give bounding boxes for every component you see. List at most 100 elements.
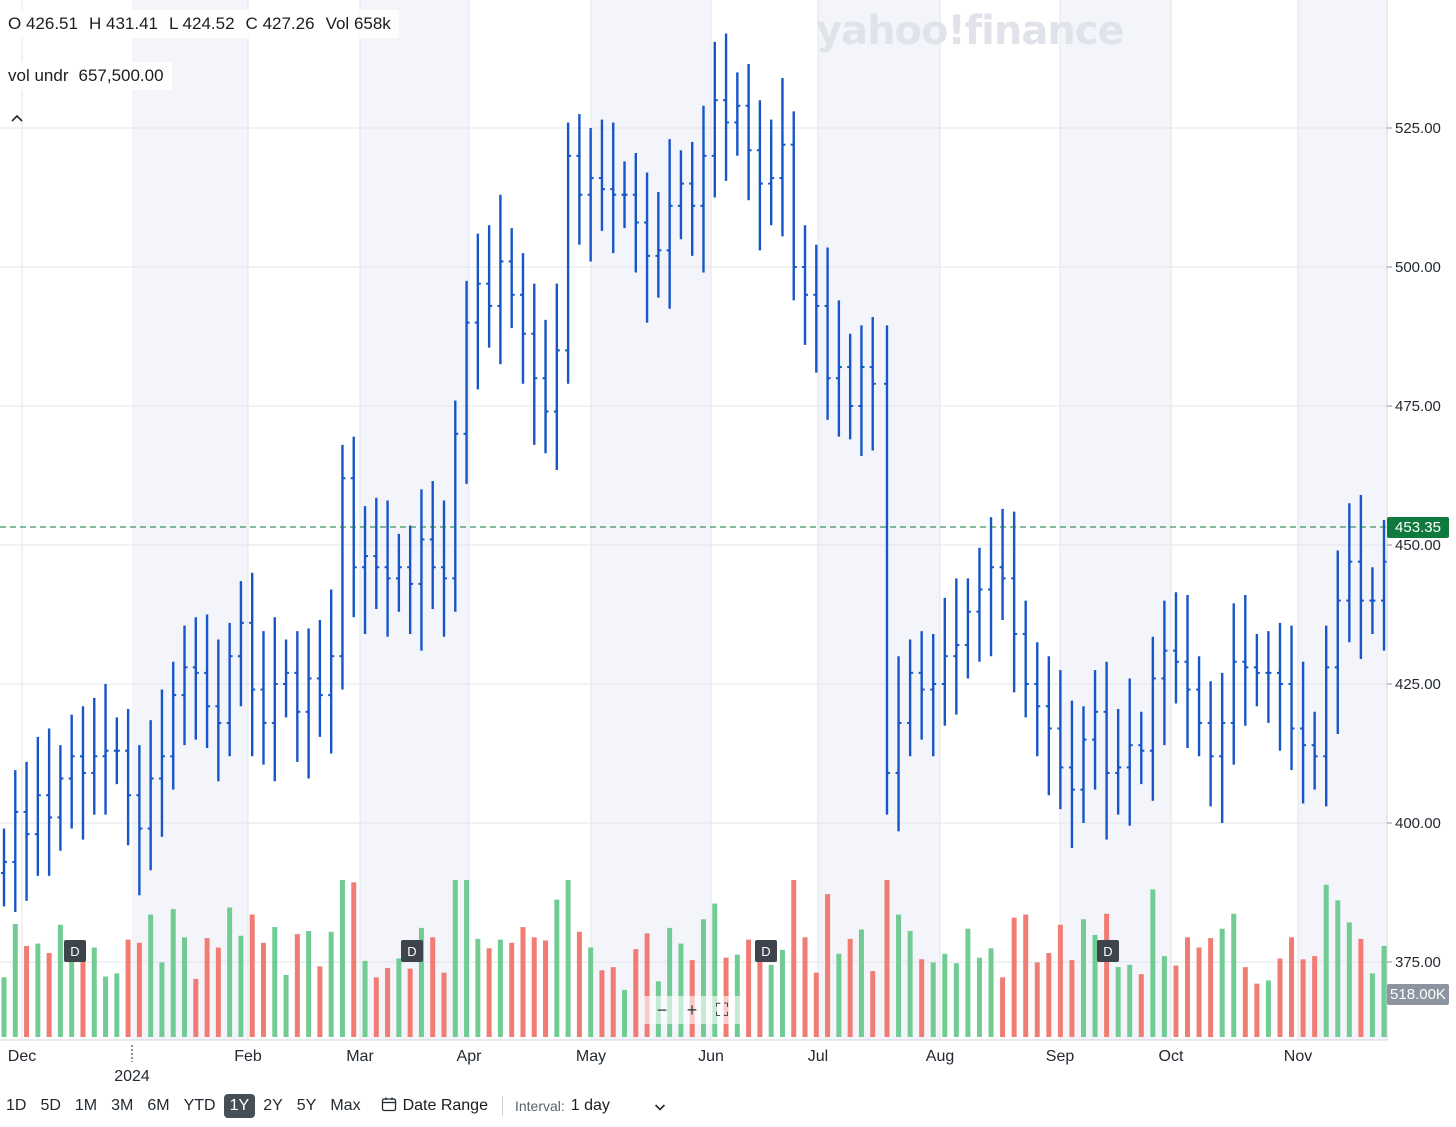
dividend-marker[interactable]: D bbox=[64, 940, 86, 962]
chevron-up-icon[interactable] bbox=[10, 108, 24, 128]
ohlc-bar bbox=[768, 119, 775, 226]
interval-value: 1 day bbox=[570, 1097, 610, 1114]
range-button-3m[interactable]: 3M bbox=[111, 1097, 134, 1114]
ohlc-bar bbox=[1346, 503, 1353, 643]
ohlc-bar bbox=[689, 141, 696, 256]
volume-bar bbox=[678, 943, 684, 1037]
x-tick-label: May bbox=[576, 1048, 606, 1065]
ohlc-bar bbox=[508, 228, 515, 329]
ohlc-bar bbox=[283, 639, 290, 718]
ohlc-bar bbox=[930, 633, 937, 757]
x-tick-label: Apr bbox=[457, 1048, 483, 1065]
volume-bar bbox=[1185, 937, 1191, 1037]
volume-bar bbox=[622, 989, 628, 1037]
ohlc-bar bbox=[666, 139, 673, 309]
ohlc-bar bbox=[1288, 625, 1295, 771]
yahoo-finance-logo: yahoo!finance bbox=[816, 8, 1125, 54]
ohlc-bar bbox=[463, 280, 470, 484]
ohlc-bar bbox=[895, 656, 902, 832]
dividend-marker[interactable]: D bbox=[1097, 940, 1119, 962]
indicator-name: vol undr bbox=[8, 66, 69, 85]
x-tick-label: Mar bbox=[346, 1048, 374, 1065]
range-button-5d[interactable]: 5D bbox=[40, 1097, 61, 1114]
ohlc-bar bbox=[373, 497, 380, 609]
ohlc-bar bbox=[941, 597, 948, 726]
volume-bar bbox=[1208, 938, 1214, 1037]
ohlc-bar bbox=[847, 333, 854, 440]
range-button-max[interactable]: Max bbox=[330, 1097, 361, 1114]
volume-bar bbox=[182, 937, 188, 1037]
ohlc-bar bbox=[1230, 603, 1237, 765]
ohlc-bar bbox=[1242, 595, 1249, 726]
range-button-1d[interactable]: 1D bbox=[6, 1097, 27, 1114]
ohlc-bar bbox=[441, 500, 447, 637]
dividend-marker[interactable]: D bbox=[755, 940, 777, 962]
volume-bar bbox=[565, 880, 571, 1037]
range-button-ytd[interactable]: YTD bbox=[183, 1097, 216, 1114]
ohlc-bar bbox=[34, 736, 41, 876]
ohlc-readout: O 426.51 H 431.41 L 424.52 C 427.26 Vol … bbox=[0, 10, 399, 38]
ohlc-bar bbox=[745, 64, 752, 201]
volume-bar bbox=[1161, 956, 1167, 1037]
month-band bbox=[132, 0, 248, 1040]
ohlc-bar bbox=[170, 661, 177, 790]
ohlc-bar bbox=[790, 111, 797, 301]
indicator-readout[interactable]: vol undr 657,500.00 bbox=[0, 62, 172, 90]
volume-bar bbox=[870, 971, 876, 1037]
volume-bar bbox=[80, 956, 86, 1037]
volume-bar bbox=[430, 937, 436, 1037]
range-button-2y[interactable]: 2Y bbox=[263, 1097, 283, 1114]
volume-bar bbox=[1150, 889, 1156, 1037]
ohlc-bar bbox=[12, 770, 19, 912]
y-axis-ticks: 525.00 500.00 475.00 450.00 425.00 400.00 375.… bbox=[1387, 120, 1441, 971]
price-chart[interactable]: 525.00 500.00 475.00 450.00 425.00 400.00 375.… bbox=[0, 0, 1456, 1090]
zoom-out-button[interactable]: − bbox=[656, 999, 668, 1020]
ohlc-bar bbox=[125, 709, 132, 846]
volume-bar bbox=[1104, 913, 1110, 1037]
range-button-1y[interactable]: 1Y bbox=[223, 1094, 256, 1118]
volume-bar bbox=[12, 923, 18, 1037]
dividend-marker[interactable]: D bbox=[401, 940, 423, 962]
date-range-button[interactable]: Date Range bbox=[375, 1093, 494, 1120]
volume-bar bbox=[339, 880, 345, 1037]
interval-select[interactable]: Interval: 1 day bbox=[511, 1094, 670, 1118]
ohlc-bar bbox=[79, 706, 86, 840]
volume-tag: 518.00K bbox=[1387, 984, 1449, 1005]
ohlc-bar bbox=[474, 233, 481, 390]
volume-bar bbox=[1335, 900, 1341, 1037]
ohlc-bar bbox=[294, 631, 301, 762]
volume-bar bbox=[351, 882, 357, 1037]
volume-bar bbox=[779, 949, 785, 1037]
ohlc-bar bbox=[452, 400, 459, 612]
volume-bar bbox=[610, 967, 616, 1037]
ohlc-bar bbox=[553, 283, 560, 470]
ohlc-bar bbox=[260, 631, 267, 765]
volume-bar bbox=[227, 907, 233, 1037]
volume-bar bbox=[283, 974, 289, 1037]
ohlc-bar bbox=[249, 572, 256, 757]
x-tick-label: Dec bbox=[8, 1048, 36, 1065]
volume-bar bbox=[825, 894, 831, 1037]
ohlc-bar bbox=[976, 547, 983, 662]
volume-bar bbox=[91, 947, 97, 1037]
volume-bar bbox=[1300, 959, 1306, 1037]
volume-bar bbox=[791, 880, 797, 1037]
ohlc-bar bbox=[655, 191, 662, 298]
volume-bar bbox=[24, 945, 30, 1037]
range-button-1m[interactable]: 1M bbox=[74, 1097, 98, 1114]
volume-bar bbox=[976, 957, 982, 1037]
price-bars bbox=[1, 33, 1387, 912]
zoom-controls: − + ⛶ bbox=[644, 996, 740, 1024]
volume-bar bbox=[1346, 922, 1352, 1037]
zoom-in-button[interactable]: + bbox=[686, 999, 698, 1020]
range-button-5y[interactable]: 5Y bbox=[296, 1097, 317, 1114]
ohlc-bar bbox=[519, 253, 526, 384]
fullscreen-button[interactable]: ⛶ bbox=[715, 999, 729, 1020]
ohlc-bar bbox=[91, 697, 98, 815]
calendar-icon bbox=[381, 1096, 397, 1117]
volume-bar bbox=[1358, 938, 1364, 1037]
range-button-6m[interactable]: 6M bbox=[147, 1097, 170, 1114]
ohlc-bar bbox=[1, 828, 7, 907]
volume-bar bbox=[396, 958, 402, 1037]
ohlc-bar bbox=[215, 639, 222, 782]
